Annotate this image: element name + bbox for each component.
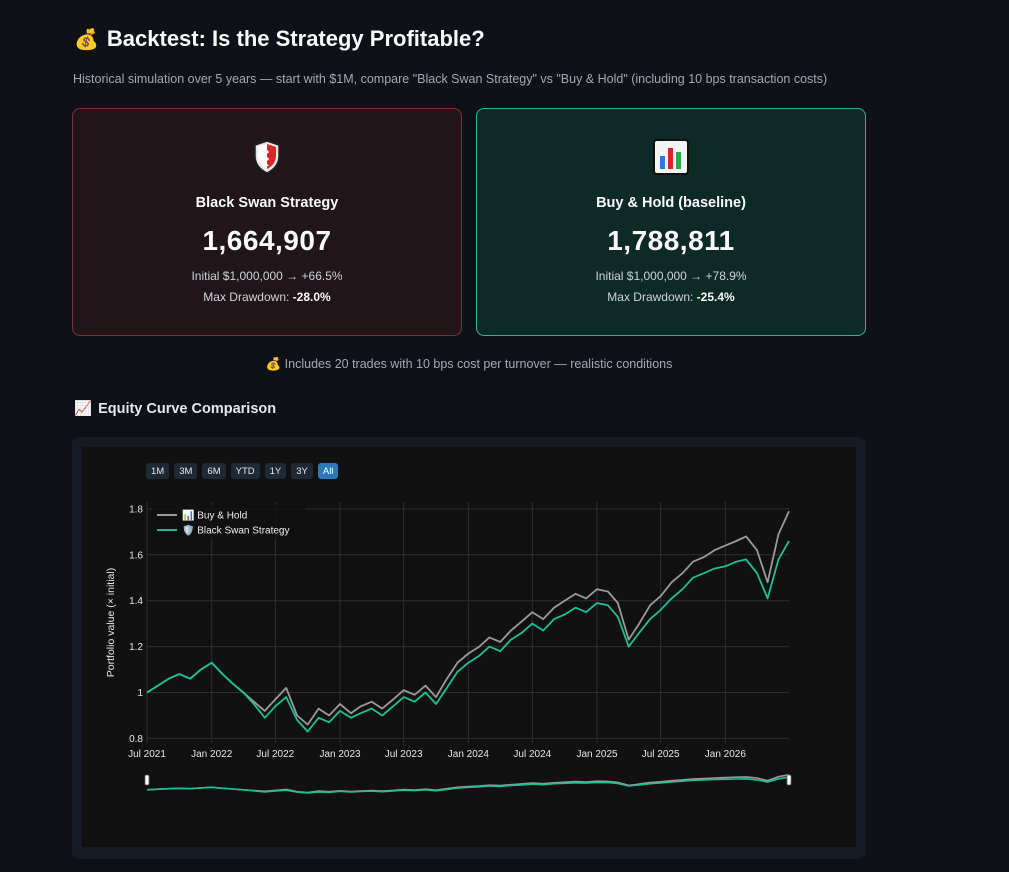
bar-chart-icon (477, 139, 865, 177)
baseline-name: Buy & Hold (baseline) (596, 195, 746, 211)
y-tick-label: 0.8 (129, 734, 143, 745)
page-subtitle: Historical simulation over 5 years — sta… (73, 72, 828, 86)
legend-item[interactable]: 🛡️ Black Swan Strategy (182, 524, 290, 537)
equity-chart[interactable]: 0.8 1 1.2 1.4 1.6 1.8 Jul 2021 Jan 2022 Jul 2022… (82, 447, 856, 847)
transaction-cost-note: 💰 Includes 20 trades with 10 bps cost pe… (0, 357, 938, 372)
y-tick-label: 1.2 (129, 642, 143, 653)
chart-increasing-icon: 📈 (74, 401, 93, 417)
strategy-card: Black Swan Strategy 1,664,907 Initial $1… (72, 108, 462, 336)
range-button-3m[interactable]: 3M (174, 463, 198, 479)
legend-background (152, 505, 305, 539)
baseline-card: Buy & Hold (baseline) 1,788,811 Initial … (476, 108, 866, 336)
range-slider-left-handle[interactable] (144, 774, 150, 786)
section-title: 📈 Equity Curve Comparison (74, 400, 277, 418)
range-slider-series (146, 776, 790, 794)
y-tick-label: 1 (137, 688, 143, 699)
shield-icon (73, 139, 461, 177)
range-slider-track[interactable] (147, 774, 789, 794)
x-tick-label: Jan 2026 (705, 749, 747, 760)
money-bag-icon: 💰 (265, 357, 282, 371)
series-line-buy-and-hold[interactable] (146, 510, 790, 726)
strategy-name: Black Swan Strategy (195, 195, 339, 211)
chart-panel: 1M 3M 6M YTD 1Y 3Y All 0.8 1 1.2 1.4 1.6 1.8 Jul 202… (72, 437, 866, 859)
baseline-drawdown-line: Max Drawdown: -25.4% (477, 290, 865, 304)
range-button-1y[interactable]: 1Y (264, 463, 287, 479)
series-line-black-swan-strategy[interactable] (146, 540, 790, 733)
range-button-1m[interactable]: 1M (146, 463, 170, 479)
drawdown-label: Max Drawdown: (203, 290, 293, 304)
money-bag-icon: 💰 (74, 27, 99, 51)
y-axis-label: Portfolio value (× initial) (105, 568, 117, 677)
range-button-ytd[interactable]: YTD (230, 463, 260, 479)
strategy-final-value: 1,664,907 (202, 225, 332, 256)
x-tick-label: Jul 2023 (385, 749, 423, 760)
strategy-return-line: Initial $1,000,000 → +66.5% (191, 269, 343, 283)
note-text: Includes 20 trades with 10 bps cost per … (284, 357, 673, 371)
x-tick-label: Jan 2025 (576, 749, 618, 760)
x-tick-label: Jan 2022 (191, 749, 233, 760)
range-selector: 1M 3M 6M YTD 1Y 3Y All (146, 463, 339, 479)
drawdown-label: Max Drawdown: (607, 290, 697, 304)
chart-container: 1M 3M 6M YTD 1Y 3Y All 0.8 1 1.2 1.4 1.6 1.8 Jul 202… (82, 447, 856, 847)
page-title: 💰 Backtest: Is the Strategy Profitable? (74, 26, 485, 52)
x-tick-label: Jan 2023 (319, 749, 361, 760)
x-tick-label: Jan 2024 (448, 749, 490, 760)
section-title-text: Equity Curve Comparison (98, 400, 277, 417)
baseline-final-value: 1,788,811 (607, 225, 735, 256)
baseline-drawdown-value: -25.4% (696, 290, 735, 304)
range-button-3y[interactable]: 3Y (291, 463, 313, 479)
range-slider-right-handle[interactable] (786, 774, 792, 786)
baseline-return-line: Initial $1,000,000 → +78.9% (595, 269, 747, 283)
y-tick-label: 1.8 (129, 504, 143, 515)
y-tick-label: 1.4 (129, 596, 143, 607)
x-tick-label: Jul 2021 (128, 749, 166, 760)
x-tick-label: Jul 2022 (256, 749, 294, 760)
range-button-6m[interactable]: 6M (202, 463, 226, 479)
legend-item[interactable]: 📊 Buy & Hold (182, 509, 247, 522)
x-tick-label: Jul 2024 (513, 749, 551, 760)
y-tick-label: 1.6 (129, 550, 143, 561)
strategy-drawdown-value: -28.0% (292, 290, 331, 304)
page-title-text: Backtest: Is the Strategy Profitable? (106, 26, 485, 51)
chart-legend: 📊 Buy & Hold 🛡️ Black Swan Strategy (152, 505, 305, 539)
x-tick-label: Jul 2025 (642, 749, 680, 760)
strategy-drawdown-line: Max Drawdown: -28.0% (73, 290, 461, 304)
range-button-all[interactable]: All (317, 463, 339, 479)
